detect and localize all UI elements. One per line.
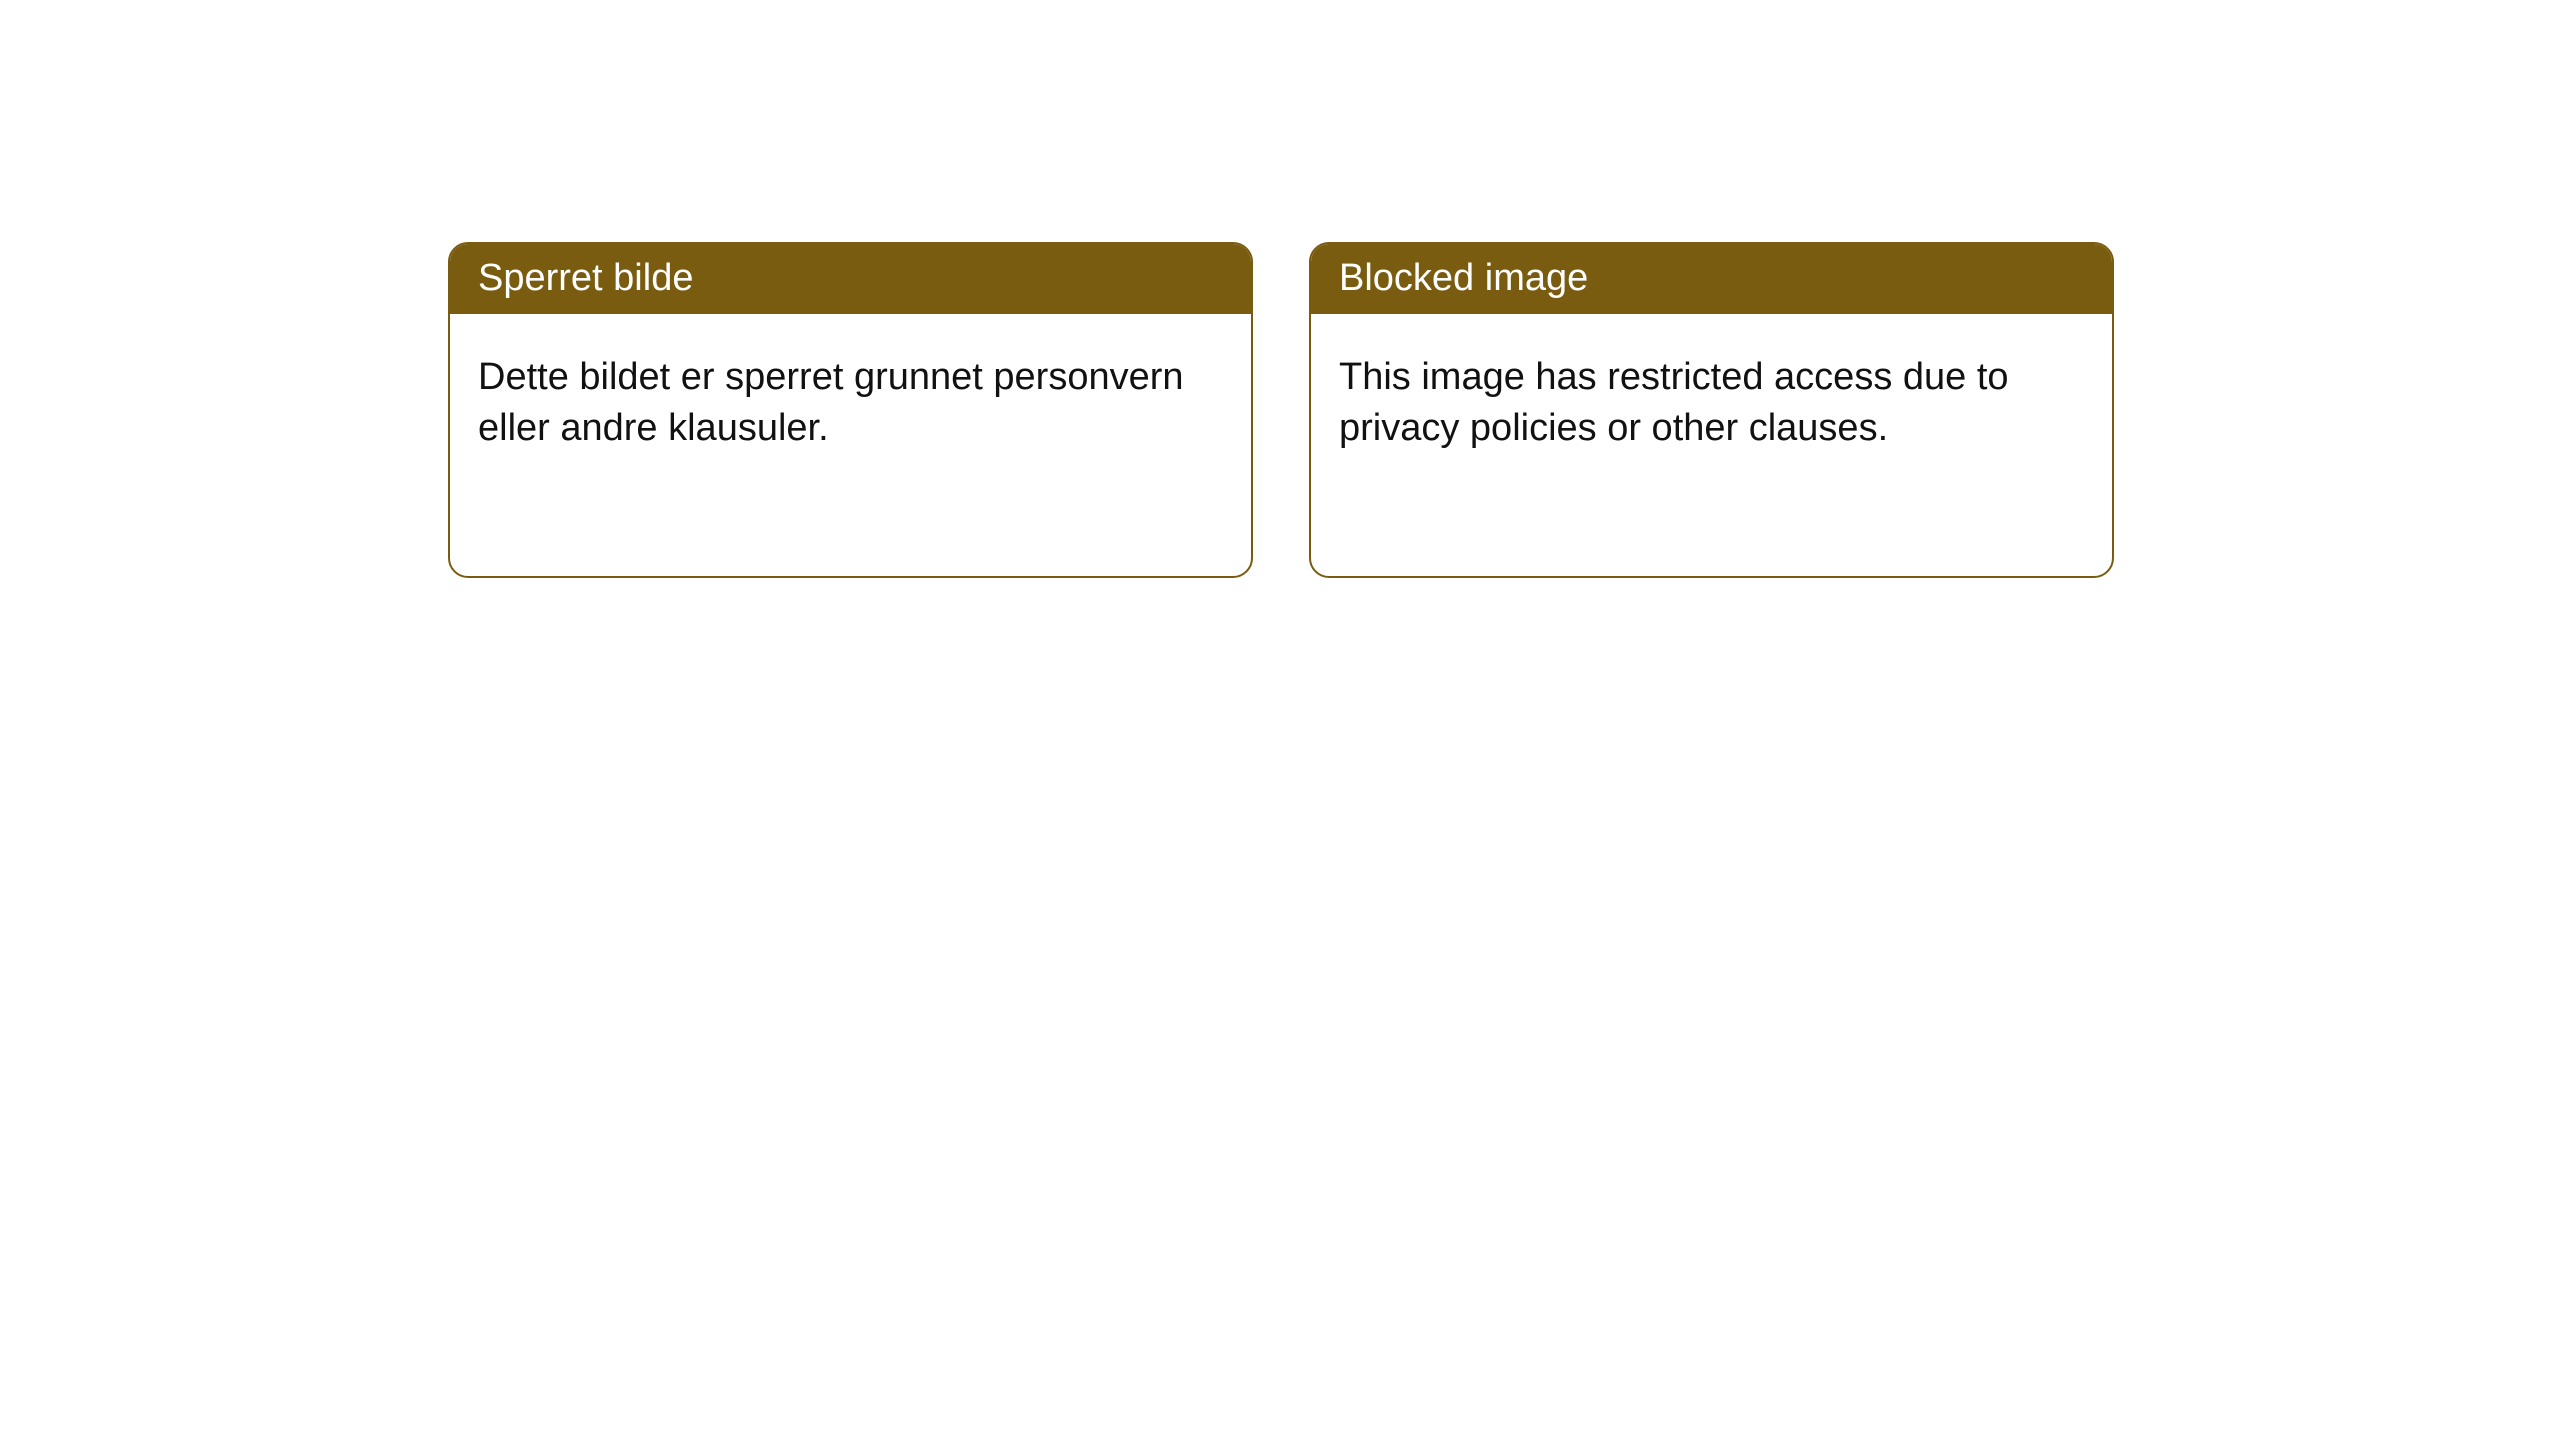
notice-card-title-no: Sperret bilde (450, 244, 1251, 314)
notice-card-en: Blocked image This image has restricted … (1309, 242, 2114, 578)
notice-card-body-en: This image has restricted access due to … (1311, 314, 2112, 493)
notice-cards-container: Sperret bilde Dette bildet er sperret gr… (0, 0, 2560, 578)
notice-card-title-en: Blocked image (1311, 244, 2112, 314)
notice-card-no: Sperret bilde Dette bildet er sperret gr… (448, 242, 1253, 578)
notice-card-body-no: Dette bildet er sperret grunnet personve… (450, 314, 1251, 493)
